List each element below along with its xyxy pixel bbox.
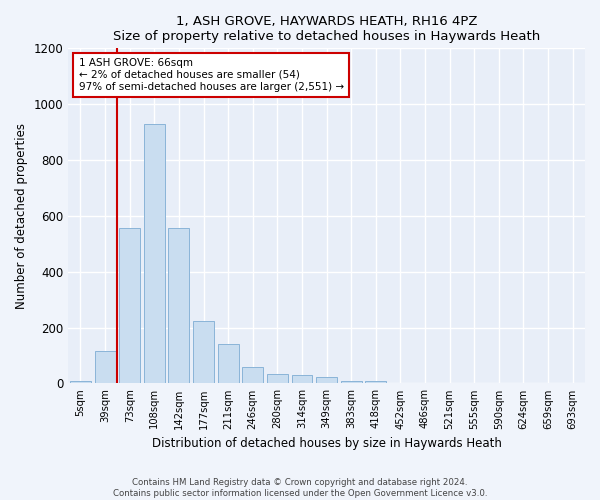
Bar — [193, 320, 214, 384]
Bar — [218, 344, 239, 384]
Bar — [292, 375, 313, 384]
Bar — [95, 352, 116, 384]
Y-axis label: Number of detached properties: Number of detached properties — [15, 123, 28, 309]
Bar — [70, 381, 91, 384]
Text: 1 ASH GROVE: 66sqm
← 2% of detached houses are smaller (54)
97% of semi-detached: 1 ASH GROVE: 66sqm ← 2% of detached hous… — [79, 58, 344, 92]
Bar — [144, 124, 165, 384]
Bar — [267, 374, 288, 384]
Bar — [119, 228, 140, 384]
Title: 1, ASH GROVE, HAYWARDS HEATH, RH16 4PZ
Size of property relative to detached hou: 1, ASH GROVE, HAYWARDS HEATH, RH16 4PZ S… — [113, 15, 540, 43]
Bar — [242, 367, 263, 384]
Bar — [316, 378, 337, 384]
Bar — [365, 380, 386, 384]
Bar — [341, 380, 362, 384]
Text: Contains HM Land Registry data © Crown copyright and database right 2024.
Contai: Contains HM Land Registry data © Crown c… — [113, 478, 487, 498]
Bar — [169, 228, 190, 384]
X-axis label: Distribution of detached houses by size in Haywards Heath: Distribution of detached houses by size … — [152, 437, 502, 450]
